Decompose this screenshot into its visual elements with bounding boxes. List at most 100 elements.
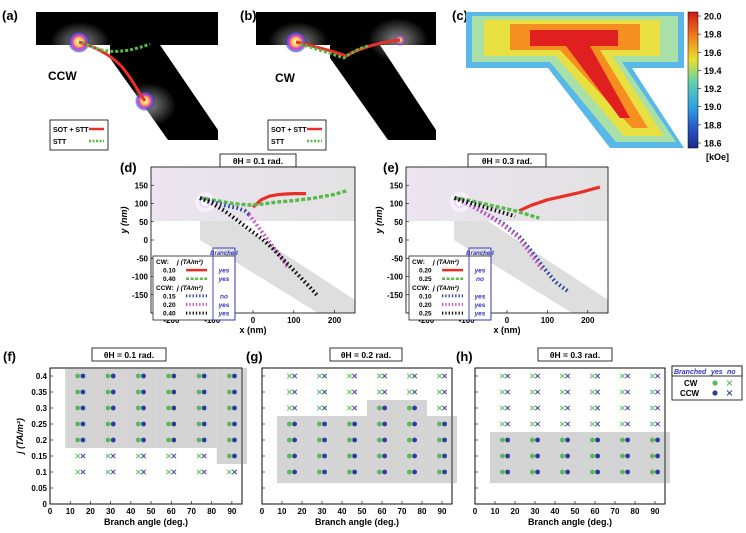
panel-g-plot: 0 10 20 30 40 50 60 70 80 90 Branch angle (deg.) <box>260 367 457 527</box>
phase-legend-no: no <box>727 369 736 376</box>
phase-point-yes <box>110 389 116 395</box>
phase-point-no <box>382 389 388 395</box>
phase-point-yes <box>135 421 141 427</box>
phase-legend-yes: yes <box>710 369 723 376</box>
phase-point-yes <box>196 421 202 427</box>
panel-c-label: (c) <box>452 8 468 23</box>
colorbar-tick: 19.4 <box>704 66 722 76</box>
phase-point-no <box>196 453 202 459</box>
legend-branched-value: no <box>476 276 484 283</box>
phase-point-yes <box>442 437 447 443</box>
colorbar-tick: 19.2 <box>704 84 722 94</box>
phase-point-no <box>376 389 382 395</box>
legend-j-header: j (TA/m²) <box>176 285 203 292</box>
phase-point-yes <box>232 453 237 459</box>
panel-d-label: (d) <box>120 160 137 175</box>
phase-point-yes <box>232 373 237 379</box>
panel-e: (e) θH = 0.3 rad. -200 -100 0 100 200 150 100 5… <box>374 153 609 335</box>
phase-point-yes <box>407 405 412 411</box>
trajectory-line <box>518 185 601 213</box>
y-tick-label: 0.15 <box>31 452 47 461</box>
x-tick-label: 20 <box>298 507 307 516</box>
legend-branched-value: yes <box>218 276 230 283</box>
phase-point-no <box>140 469 147 475</box>
legend-branched-value: yes <box>474 302 486 309</box>
x-tick-label: 40 <box>551 507 560 516</box>
x-tick-label: 100 <box>541 316 555 325</box>
x-tick-label: 0 <box>48 507 53 516</box>
colorbar-tick: 19.0 <box>704 102 722 112</box>
x-tick-label: 100 <box>287 316 301 325</box>
x-tick-label: -200 <box>163 316 180 325</box>
phase-point-yes <box>322 469 327 475</box>
phase-point-yes <box>196 373 202 379</box>
trajectory-line <box>453 196 569 293</box>
legend-current-value: 0.25 <box>419 276 432 283</box>
phase-point-yes <box>655 453 660 459</box>
phase-point-no <box>559 405 565 411</box>
phase-point-yes <box>226 421 232 427</box>
phase-point-yes <box>412 469 417 475</box>
phase-point-yes <box>407 453 412 459</box>
phase-point-yes <box>232 437 237 443</box>
phase-point-yes <box>141 389 146 395</box>
phase-point-no <box>80 453 86 459</box>
y-tick-label: 0.25 <box>31 420 47 429</box>
phase-point-yes <box>171 389 177 395</box>
phase-point-yes <box>377 453 382 459</box>
phase-point-yes <box>412 405 417 411</box>
phase-point-no <box>655 405 661 411</box>
x-tick-label: 0 <box>251 316 256 325</box>
panel-g-title: θH = 0.2 rad. <box>341 350 391 360</box>
phase-point-yes <box>171 421 177 427</box>
phase-point-yes <box>75 389 81 395</box>
x-axis-label: Branch angle (deg.) <box>528 517 612 527</box>
phase-point-yes <box>110 421 116 427</box>
phase-point-no <box>529 421 535 427</box>
panel-a-direction: CCW <box>48 69 77 83</box>
phase-point-yes <box>166 437 172 443</box>
panel-f: (f) θH = 0.1 rad. 0 10 20 30 40 50 60 70 80 90 0 0.… <box>3 347 248 527</box>
panel-a-legend <box>49 119 109 151</box>
phase-point-yes <box>166 421 172 427</box>
phase-point-no <box>140 453 147 459</box>
legend-branched-value: no <box>220 293 228 300</box>
phase-point-yes <box>377 405 382 411</box>
phase-point-yes <box>317 469 322 475</box>
y-tick-label: 50 <box>394 218 403 227</box>
y-tick-label: 50 <box>139 218 148 227</box>
y-tick-label: 0.3 <box>36 404 48 413</box>
panel-e-label: (e) <box>383 160 399 175</box>
legend-j-header: j (TA/m²) <box>432 259 459 266</box>
phase-point-no <box>346 373 352 379</box>
phase-point-no <box>316 373 322 379</box>
phase-point-yes <box>80 389 86 395</box>
panel-g-label: (g) <box>246 349 263 364</box>
phase-point-yes <box>655 469 660 475</box>
phase-point-no <box>105 453 111 459</box>
phase-point-no <box>346 405 352 411</box>
x-tick-label: 30 <box>318 507 327 516</box>
phase-point-no <box>625 373 631 379</box>
x-tick-label: 40 <box>338 507 347 516</box>
panel-e-title: θH = 0.3 rad. <box>482 156 532 166</box>
phase-point-yes <box>287 421 292 427</box>
phase-point-no <box>442 389 448 395</box>
x-tick-label: 200 <box>581 316 595 325</box>
phase-point-no <box>135 469 141 475</box>
phase-point-yes <box>530 453 535 459</box>
phase-point-no <box>499 373 505 379</box>
phase-point-no <box>499 405 505 411</box>
legend-stt: STT <box>53 139 67 146</box>
x-tick-label: 10 <box>278 507 287 516</box>
phase-point-no <box>376 373 382 379</box>
legend-current-value: 0.40 <box>163 311 176 318</box>
phase-point-yes <box>530 469 535 475</box>
phase-point-yes <box>135 389 141 395</box>
phase-point-yes <box>171 405 177 411</box>
phase-point-yes <box>382 437 387 443</box>
phase-point-yes <box>105 405 111 411</box>
phase-point-yes <box>322 421 327 427</box>
phase-point-yes <box>166 389 172 395</box>
